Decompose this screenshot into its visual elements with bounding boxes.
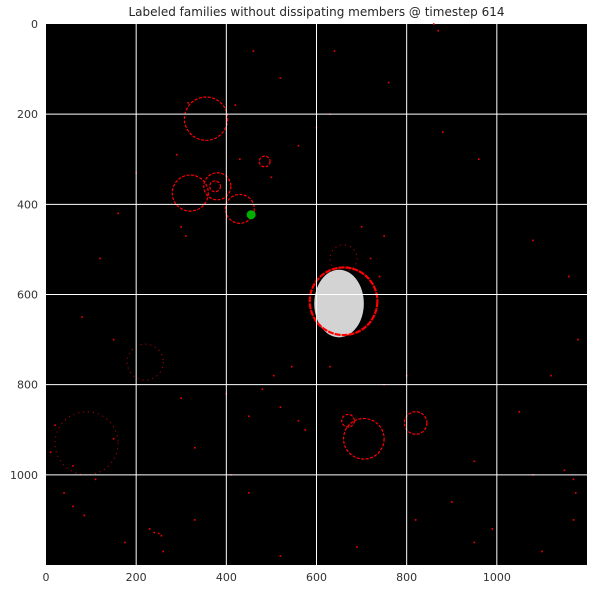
red-ring-0 <box>183 96 229 141</box>
speck-23 <box>473 541 476 544</box>
speck-13 <box>304 428 307 431</box>
speck-18 <box>563 469 566 472</box>
x-tick-label-1: 200 <box>126 571 147 584</box>
speck-69 <box>252 50 255 52</box>
speck-59 <box>518 410 521 413</box>
x-axis: 0 200 400 600 800 1000 <box>43 571 511 584</box>
speck-29 <box>234 104 237 106</box>
x-tick-label-2: 400 <box>216 571 237 584</box>
speck-45 <box>54 424 56 427</box>
speck-8 <box>180 397 183 399</box>
speck-46 <box>49 451 52 454</box>
speck-28 <box>239 158 241 161</box>
speck-71 <box>117 212 119 215</box>
speck-44 <box>272 374 275 377</box>
speck-56 <box>414 519 417 521</box>
speck-58 <box>473 460 476 463</box>
y-tick-label-2: 400 <box>17 198 38 211</box>
speck-5 <box>160 534 163 537</box>
red-ring-2 <box>203 172 232 201</box>
faint-ring-1 <box>126 343 164 381</box>
red-ring-5 <box>224 193 255 224</box>
speck-73 <box>81 316 83 318</box>
red-ring-1 <box>171 174 209 212</box>
speck-38 <box>360 226 363 228</box>
y-axis: 0 200 400 600 800 1000 <box>10 18 38 482</box>
speck-7 <box>124 541 126 544</box>
x-tick-label-3: 600 <box>306 571 327 584</box>
speck-9 <box>193 446 196 449</box>
red-ring-9 <box>403 411 428 435</box>
gray-family-blob <box>314 269 364 338</box>
speck-20 <box>574 492 577 494</box>
speck-4 <box>153 531 155 534</box>
speck-72 <box>99 257 101 260</box>
chart-title: Labeled families without dissipating mem… <box>128 5 504 19</box>
x-tick-label-4: 800 <box>396 571 417 584</box>
speck-21 <box>572 519 575 521</box>
red-ring-8 <box>341 413 355 428</box>
speck-30 <box>187 102 189 104</box>
speck-34 <box>270 176 273 179</box>
speck-26 <box>184 235 187 237</box>
y-tick-label-1: 200 <box>17 108 38 121</box>
speck-35 <box>378 275 381 278</box>
speck-47 <box>94 478 97 481</box>
speck-0 <box>63 492 65 494</box>
speck-74 <box>112 338 115 341</box>
speck-57 <box>450 501 453 503</box>
x-tick-label-0: 0 <box>43 571 50 584</box>
speck-42 <box>248 415 250 418</box>
speck-67 <box>333 50 336 52</box>
speck-36 <box>369 257 372 260</box>
red-ring-4 <box>209 180 222 193</box>
speck-25 <box>180 226 183 228</box>
speck-3 <box>157 532 160 535</box>
speck-1 <box>72 505 74 508</box>
speck-68 <box>279 77 282 79</box>
speck-65 <box>441 131 444 133</box>
y-tick-label-3: 600 <box>17 289 38 302</box>
speck-2 <box>83 514 86 517</box>
y-tick-label-0: 0 <box>31 18 38 31</box>
y-tick-label-4: 800 <box>17 379 38 392</box>
speck-14 <box>290 365 293 368</box>
speck-19 <box>572 478 575 481</box>
speck-53 <box>248 492 250 494</box>
speck-43 <box>261 388 264 390</box>
speck-33 <box>297 144 300 147</box>
speck-50 <box>162 550 165 553</box>
speck-55 <box>356 546 358 548</box>
speck-48 <box>112 437 115 440</box>
speck-27 <box>175 153 178 156</box>
speck-54 <box>279 555 282 557</box>
speck-12 <box>297 419 300 422</box>
speck-6 <box>148 528 151 530</box>
red-ring-3 <box>258 155 271 168</box>
speck-15 <box>432 23 435 25</box>
red-ring-7 <box>342 417 385 460</box>
speck-39 <box>329 365 331 368</box>
speck-63 <box>532 239 534 242</box>
faint-ring-0 <box>54 411 119 476</box>
speck-64 <box>478 158 480 161</box>
speck-49 <box>72 465 74 467</box>
speck-62 <box>568 275 570 278</box>
speck-24 <box>541 550 543 553</box>
speck-60 <box>550 374 552 377</box>
speck-66 <box>387 81 390 84</box>
speck-61 <box>577 338 579 341</box>
speck-37 <box>383 235 385 237</box>
speck-51 <box>193 519 196 521</box>
x-tick-label-5: 1000 <box>483 571 511 584</box>
plot-area <box>46 23 587 565</box>
green-family-blob <box>246 210 256 220</box>
red-ring-6 <box>308 266 379 337</box>
y-tick-label-5: 1000 <box>10 469 38 482</box>
faint-ring-2 <box>329 244 358 273</box>
speck-22 <box>491 528 494 530</box>
speck-16 <box>437 29 440 32</box>
speck-11 <box>279 406 282 409</box>
